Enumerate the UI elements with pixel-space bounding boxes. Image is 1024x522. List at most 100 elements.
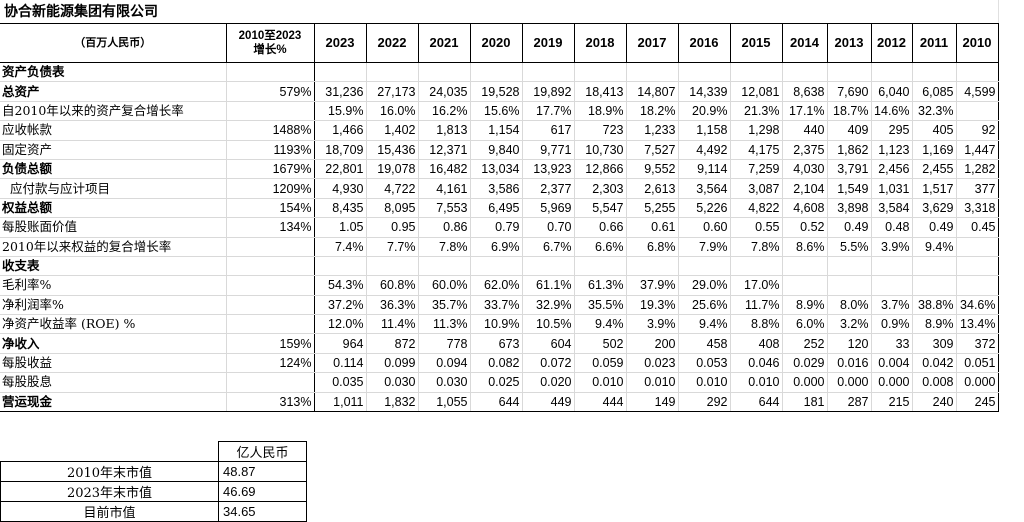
value-cell: 8.0% xyxy=(827,295,872,316)
value-cell xyxy=(912,256,957,277)
growth-cell xyxy=(226,275,315,296)
value-cell: 3.9% xyxy=(626,314,679,335)
value-cell: 1,011 xyxy=(314,392,367,413)
value-cell: 1,169 xyxy=(912,140,957,160)
value-cell: 1,862 xyxy=(827,140,872,160)
value-cell xyxy=(827,275,872,296)
value-cell: 4,492 xyxy=(678,140,731,160)
value-cell: 0.010 xyxy=(626,372,679,393)
value-cell: 377 xyxy=(956,178,999,199)
value-cell: 19,892 xyxy=(522,81,575,102)
value-cell: 200 xyxy=(626,333,679,354)
value-cell: 309 xyxy=(912,333,957,354)
value-cell: 16.0% xyxy=(366,101,419,122)
value-cell: 4,175 xyxy=(730,140,783,160)
value-cell xyxy=(418,256,471,277)
row-label: 净利润率% xyxy=(0,295,227,316)
value-cell: 0.030 xyxy=(418,372,471,393)
value-cell xyxy=(366,256,419,277)
value-cell: 644 xyxy=(470,392,523,413)
market-label: 目前市值 xyxy=(0,501,219,522)
year-header-2010: 2010 xyxy=(956,23,999,63)
value-cell: 8.9% xyxy=(782,295,828,316)
growth-cell: 124% xyxy=(226,353,315,374)
value-cell: 7,690 xyxy=(827,81,872,102)
growth-cell: 154% xyxy=(226,198,315,219)
value-cell: 35.7% xyxy=(418,295,471,316)
unit-header: （百万人民币） xyxy=(0,23,227,63)
value-cell: 24,035 xyxy=(418,81,471,102)
value-cell xyxy=(912,62,957,83)
value-cell: 10,730 xyxy=(574,140,627,160)
value-cell: 5,226 xyxy=(678,198,731,219)
value-cell: 9.4% xyxy=(574,314,627,335)
value-cell xyxy=(314,256,367,277)
value-cell: 0.059 xyxy=(574,353,627,374)
value-cell: 1,123 xyxy=(871,140,913,160)
value-cell: 11.4% xyxy=(366,314,419,335)
value-cell: 0.020 xyxy=(522,372,575,393)
growth-cell: 1679% xyxy=(226,159,315,180)
value-cell: 8,638 xyxy=(782,81,828,102)
row-label: 净收入 xyxy=(0,333,227,354)
value-cell: 7,553 xyxy=(418,198,471,219)
value-cell: 2,456 xyxy=(871,159,913,180)
value-cell: 0.79 xyxy=(470,217,523,238)
value-cell xyxy=(827,256,872,277)
value-cell: 3,087 xyxy=(730,178,783,199)
value-cell: 11.3% xyxy=(418,314,471,335)
growth-header-text: 2010至2023 增长% xyxy=(238,30,302,56)
growth-cell: 579% xyxy=(226,81,315,102)
value-cell: 9,840 xyxy=(470,140,523,160)
value-cell: 38.8% xyxy=(912,295,957,316)
value-cell: 5.5% xyxy=(827,237,872,257)
year-header-2013: 2013 xyxy=(827,23,872,63)
value-cell: 13.4% xyxy=(956,314,999,335)
value-cell: 502 xyxy=(574,333,627,354)
value-cell: 4,930 xyxy=(314,178,367,199)
value-cell xyxy=(827,62,872,83)
value-cell: 14.6% xyxy=(871,101,913,122)
market-row: 目前市值 34.65 xyxy=(0,501,307,522)
table-row: 应收帐款 1488% 1,466 1,402 1,813 1,154 617 723 1,233… xyxy=(0,120,999,141)
value-cell: 60.0% xyxy=(418,275,471,296)
value-cell: 1,517 xyxy=(912,178,957,199)
growth-cell xyxy=(226,295,315,316)
market-value: 48.87 xyxy=(218,461,307,482)
value-cell: 444 xyxy=(574,392,627,413)
growth-cell xyxy=(226,101,315,122)
value-cell: 673 xyxy=(470,333,523,354)
value-cell: 21.3% xyxy=(730,101,783,122)
value-cell: 0.029 xyxy=(782,353,828,374)
value-cell: 20.9% xyxy=(678,101,731,122)
value-cell: 181 xyxy=(782,392,828,413)
value-cell xyxy=(956,237,999,257)
value-cell: 6.8% xyxy=(626,237,679,257)
value-cell: 3.9% xyxy=(871,237,913,257)
value-cell: 245 xyxy=(956,392,999,413)
value-cell: 1,813 xyxy=(418,120,471,141)
growth-cell: 1209% xyxy=(226,178,315,199)
table-row: 每股账面价值 134% 1.05 0.95 0.86 0.79 0.70 0.66 0.61 0.… xyxy=(0,217,999,238)
value-cell: 3.2% xyxy=(827,314,872,335)
value-cell: 37.2% xyxy=(314,295,367,316)
value-cell: 3,791 xyxy=(827,159,872,180)
value-cell: 10.5% xyxy=(522,314,575,335)
value-cell: 4,608 xyxy=(782,198,828,219)
value-cell: 7.8% xyxy=(418,237,471,257)
value-cell: 1,447 xyxy=(956,140,999,160)
value-cell xyxy=(470,256,523,277)
value-cell: 0.49 xyxy=(912,217,957,238)
value-cell: 0.051 xyxy=(956,353,999,374)
year-header-2017: 2017 xyxy=(626,23,679,63)
value-cell: 2,375 xyxy=(782,140,828,160)
value-cell: 1,154 xyxy=(470,120,523,141)
value-cell: 604 xyxy=(522,333,575,354)
value-cell: 62.0% xyxy=(470,275,523,296)
value-cell: 408 xyxy=(730,333,783,354)
value-cell xyxy=(730,256,783,277)
value-cell: 22,801 xyxy=(314,159,367,180)
value-cell xyxy=(522,256,575,277)
growth-cell: 134% xyxy=(226,217,315,238)
value-cell: 4,161 xyxy=(418,178,471,199)
